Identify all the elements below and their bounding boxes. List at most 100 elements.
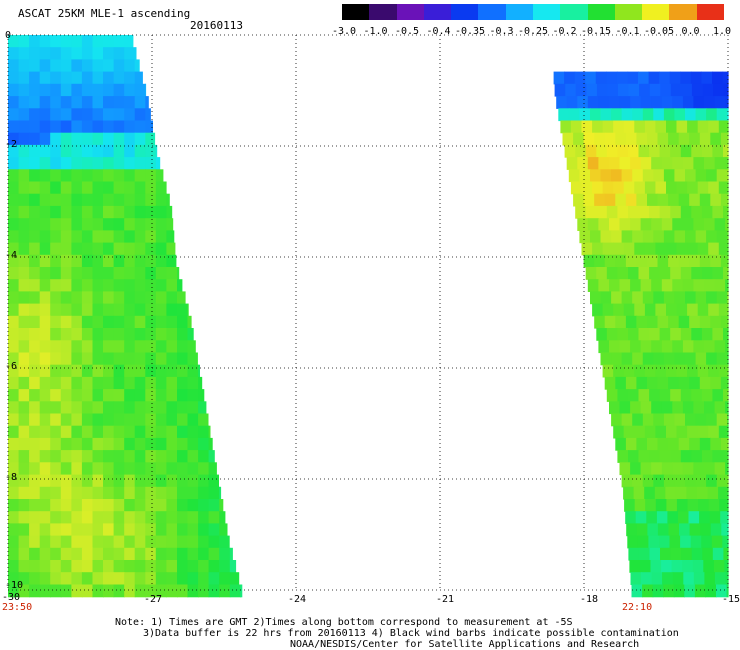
heatmap-cell: [642, 413, 654, 427]
heatmap-cell: [647, 523, 659, 537]
heatmap-cell: [18, 437, 30, 451]
heatmap-cell: [687, 181, 699, 195]
heatmap-cell: [719, 499, 729, 512]
heatmap-cell: [619, 401, 631, 415]
heatmap-cell: [709, 511, 721, 524]
heatmap-cell: [718, 364, 729, 378]
y-tick-0: 0: [5, 30, 12, 41]
heatmap-cell: [649, 547, 661, 561]
heatmap-cell: [113, 267, 125, 280]
colorbar-segment: [696, 4, 724, 20]
heatmap-cell: [634, 303, 646, 317]
heatmap-cell: [29, 560, 41, 573]
heatmap-cell: [124, 523, 136, 537]
heatmap-cell: [18, 462, 30, 476]
heatmap-cell: [71, 352, 83, 366]
heatmap-cell: [680, 389, 692, 402]
heatmap-cell: [198, 450, 210, 463]
heatmap-cell: [39, 474, 51, 488]
heatmap-cell: [124, 376, 136, 390]
heatmap-cell: [124, 401, 136, 415]
heatmap-cell: [60, 71, 72, 85]
heatmap-cell: [689, 376, 701, 390]
heatmap-cell: [187, 572, 199, 585]
heatmap-cell: [92, 144, 104, 158]
heatmap-cell: [701, 328, 714, 341]
heatmap-cell: [113, 340, 125, 354]
heatmap-cell: [704, 279, 716, 292]
heatmap-cell: [666, 242, 678, 256]
note-line-2: 3)Data buffer is 22 hrs from 20160113 4)…: [143, 628, 679, 639]
heatmap-cell: [657, 193, 669, 207]
heatmap-cell: [50, 83, 62, 97]
heatmap-cell: [113, 486, 125, 500]
heatmap-cell: [103, 59, 115, 73]
heatmap-cell: [39, 144, 51, 158]
heatmap-cell: [166, 205, 173, 219]
heatmap-cell: [697, 303, 709, 317]
heatmap-cell: [720, 376, 729, 390]
heatmap-cell: [644, 303, 657, 317]
heatmap-cell: [660, 547, 672, 561]
heatmap-cell: [81, 401, 94, 415]
heatmap-cell: [113, 560, 125, 573]
heatmap-cell: [712, 328, 724, 341]
heatmap-cell: [590, 108, 602, 122]
heatmap-cell: [29, 462, 41, 476]
heatmap-cell: [712, 144, 724, 158]
heatmap-cell: [124, 499, 136, 512]
heatmap-cell: [60, 486, 72, 500]
heatmap-cell: [697, 425, 709, 439]
heatmap-cell: [103, 547, 115, 561]
heatmap-cell: [50, 144, 62, 158]
heatmap-cell: [682, 462, 695, 476]
heatmap-cell: [657, 437, 669, 451]
heatmap-cell: [81, 59, 94, 73]
colorbar-segment: [505, 4, 533, 20]
heatmap-cell: [208, 547, 220, 561]
heatmap-cell: [145, 279, 157, 292]
heatmap-cell: [60, 462, 72, 476]
heatmap-cell: [92, 425, 104, 439]
heatmap-cell: [29, 181, 41, 195]
heatmap-cell: [606, 205, 618, 219]
heatmap-cell: [50, 205, 62, 219]
heatmap-cell: [685, 352, 697, 366]
heatmap-cell: [8, 547, 20, 561]
colorbar-segment: [451, 4, 479, 20]
heatmap-cell: [29, 389, 41, 402]
heatmap-cell: [145, 303, 157, 317]
heatmap-cell: [103, 157, 115, 170]
heatmap-cell: [124, 389, 136, 402]
heatmap-cell: [647, 437, 659, 451]
heatmap-cell: [18, 560, 30, 573]
heatmap-cell: [134, 315, 146, 329]
heatmap-cell: [113, 462, 125, 476]
heatmap-cell: [615, 254, 627, 268]
heatmap-cell: [604, 376, 616, 390]
heatmap-cell: [637, 535, 650, 549]
heatmap-cell: [701, 267, 714, 280]
heatmap-cell: [50, 572, 62, 585]
heatmap-cell: [177, 450, 189, 463]
heatmap-cell: [592, 242, 604, 256]
heatmap-cell: [556, 96, 568, 109]
heatmap-cell: [134, 462, 146, 476]
heatmap-cell: [60, 376, 72, 390]
heatmap-cell: [18, 108, 30, 122]
heatmap-cell: [667, 511, 679, 524]
heatmap-cell: [18, 242, 30, 256]
heatmap-cell: [71, 169, 83, 183]
heatmap-cell: [674, 169, 686, 183]
heatmap-cell: [598, 218, 610, 231]
heatmap-cell: [103, 120, 115, 134]
heatmap-cell: [699, 437, 711, 451]
heatmap-cell: [39, 389, 51, 402]
heatmap-cell: [644, 181, 657, 195]
heatmap-cell: [81, 474, 94, 488]
heatmap-cell: [638, 71, 650, 85]
heatmap-cell: [8, 83, 20, 97]
heatmap-cell: [103, 303, 115, 317]
heatmap-cell: [29, 47, 41, 60]
heatmap-cell: [598, 157, 610, 170]
